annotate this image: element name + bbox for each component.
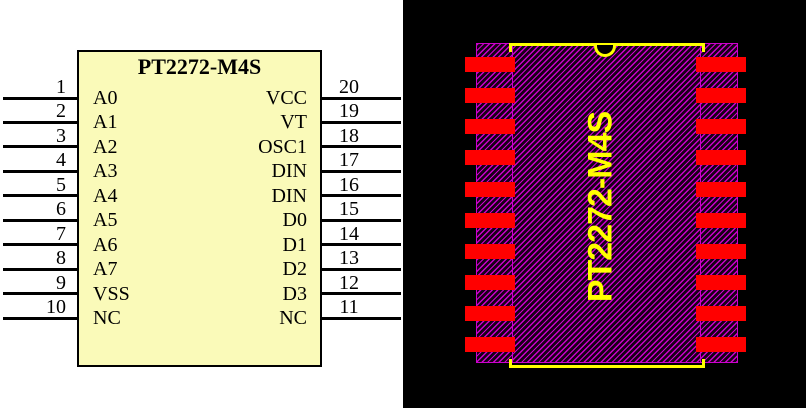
pin-label: A0 [93, 87, 118, 109]
pin-number: 4 [56, 149, 66, 172]
pin-line-left[interactable] [3, 267, 78, 271]
pin-line-left[interactable] [3, 120, 78, 124]
smd-pad[interactable] [696, 306, 746, 321]
pin-number: 14 [339, 222, 359, 245]
pin-number: 17 [339, 149, 359, 172]
pin-line-right[interactable] [322, 243, 401, 247]
smd-pad[interactable] [465, 306, 515, 321]
pin-label: D0 [282, 209, 307, 232]
pin-label: VSS [93, 282, 130, 305]
pin-line-right[interactable] [322, 169, 401, 173]
pin-number: 11 [339, 296, 359, 319]
pin-line-right[interactable] [322, 120, 401, 124]
pin-number: 2 [56, 100, 66, 123]
pin-label: A6 [93, 233, 118, 256]
pin-number: 9 [56, 271, 66, 294]
silkscreen-bottom-line [509, 365, 705, 368]
pin-number: 5 [56, 173, 66, 196]
pin-line-right[interactable] [322, 145, 401, 149]
pin-label: VCC [265, 87, 307, 109]
pin-number: 15 [339, 198, 359, 221]
pin-label: NC [279, 307, 307, 330]
pin-label: NC [93, 307, 121, 330]
pin-line-left[interactable] [3, 292, 78, 296]
pin-label: A1 [93, 111, 118, 134]
schematic-symbol-panel: PT2272-M4S 1 A0 2 A1 3 A2 4 A3 5 A4 6 A5 7 A6 8 A7 9 VSS 1… [0, 0, 403, 408]
pin-line-left[interactable] [3, 96, 78, 100]
pin-number: 12 [339, 271, 359, 294]
pin-line-right[interactable] [322, 218, 401, 222]
pin-label: OSC1 [258, 135, 307, 158]
pin-number: 16 [339, 173, 359, 196]
pin-line-right[interactable] [322, 96, 401, 100]
pin-line-right[interactable] [322, 316, 401, 320]
smd-pad[interactable] [696, 213, 746, 228]
pin-number: 3 [56, 124, 66, 147]
smd-pad[interactable] [696, 150, 746, 165]
pin-label: DIN [271, 160, 307, 183]
pin-number: 7 [56, 222, 66, 245]
silkscreen-corner-tick [509, 359, 512, 368]
smd-pad[interactable] [696, 275, 746, 290]
smd-pad[interactable] [465, 275, 515, 290]
pin-label: A3 [93, 160, 118, 183]
smd-pad[interactable] [696, 337, 746, 352]
pin-number: 8 [56, 247, 66, 270]
pin-number: 20 [339, 76, 359, 98]
pin-line-left[interactable] [3, 316, 78, 320]
pin-label: A4 [93, 184, 118, 207]
footprint-courtyard-hatch[interactable] [476, 43, 738, 363]
pin-number: 19 [339, 100, 359, 123]
pin-label: D1 [282, 233, 307, 256]
smd-pad[interactable] [696, 244, 746, 259]
pin-label: VT [280, 111, 307, 134]
silkscreen-top-line [509, 43, 705, 46]
pin-label: D2 [282, 258, 307, 281]
pin-line-left[interactable] [3, 169, 78, 173]
pin-line-right[interactable] [322, 194, 401, 198]
smd-pad[interactable] [696, 182, 746, 197]
smd-pad[interactable] [465, 337, 515, 352]
pin-number: 6 [56, 198, 66, 221]
silkscreen-corner-tick [702, 359, 705, 368]
pin-label: A5 [93, 209, 118, 232]
pin-label: A7 [93, 258, 118, 281]
smd-pad[interactable] [465, 213, 515, 228]
pin-number: 1 [56, 76, 66, 98]
pin-line-left[interactable] [3, 218, 78, 222]
pin-label: D3 [282, 282, 307, 305]
smd-pad[interactable] [465, 150, 515, 165]
silkscreen-corner-tick [509, 43, 512, 52]
pin-number: 18 [339, 124, 359, 147]
footprint-label: PT2272-M4S [581, 111, 620, 303]
pin-line-left[interactable] [3, 243, 78, 247]
smd-pad[interactable] [696, 119, 746, 134]
pin-label: A2 [93, 135, 118, 158]
smd-pad[interactable] [465, 119, 515, 134]
pin-number: 10 [46, 296, 66, 319]
smd-pad[interactable] [696, 88, 746, 103]
pin-number: 13 [339, 247, 359, 270]
smd-pad[interactable] [696, 57, 746, 72]
pin-line-right[interactable] [322, 267, 401, 271]
smd-pad[interactable] [465, 244, 515, 259]
pin-line-left[interactable] [3, 194, 78, 198]
pcb-footprint-panel: PT2272-M4S [403, 0, 806, 408]
smd-pad[interactable] [465, 182, 515, 197]
chip-symbol-title: PT2272-M4S [137, 54, 262, 79]
chip-symbol-body[interactable] [77, 50, 322, 367]
silkscreen-corner-tick [702, 43, 705, 52]
pin-line-left[interactable] [3, 145, 78, 149]
footprint-body-edge-right [700, 43, 701, 363]
footprint-body-edge-left [512, 43, 513, 363]
pin-line-right[interactable] [322, 292, 401, 296]
smd-pad[interactable] [465, 57, 515, 72]
pin-label: DIN [271, 184, 307, 207]
pin1-notch-marker [594, 45, 616, 57]
smd-pad[interactable] [465, 88, 515, 103]
